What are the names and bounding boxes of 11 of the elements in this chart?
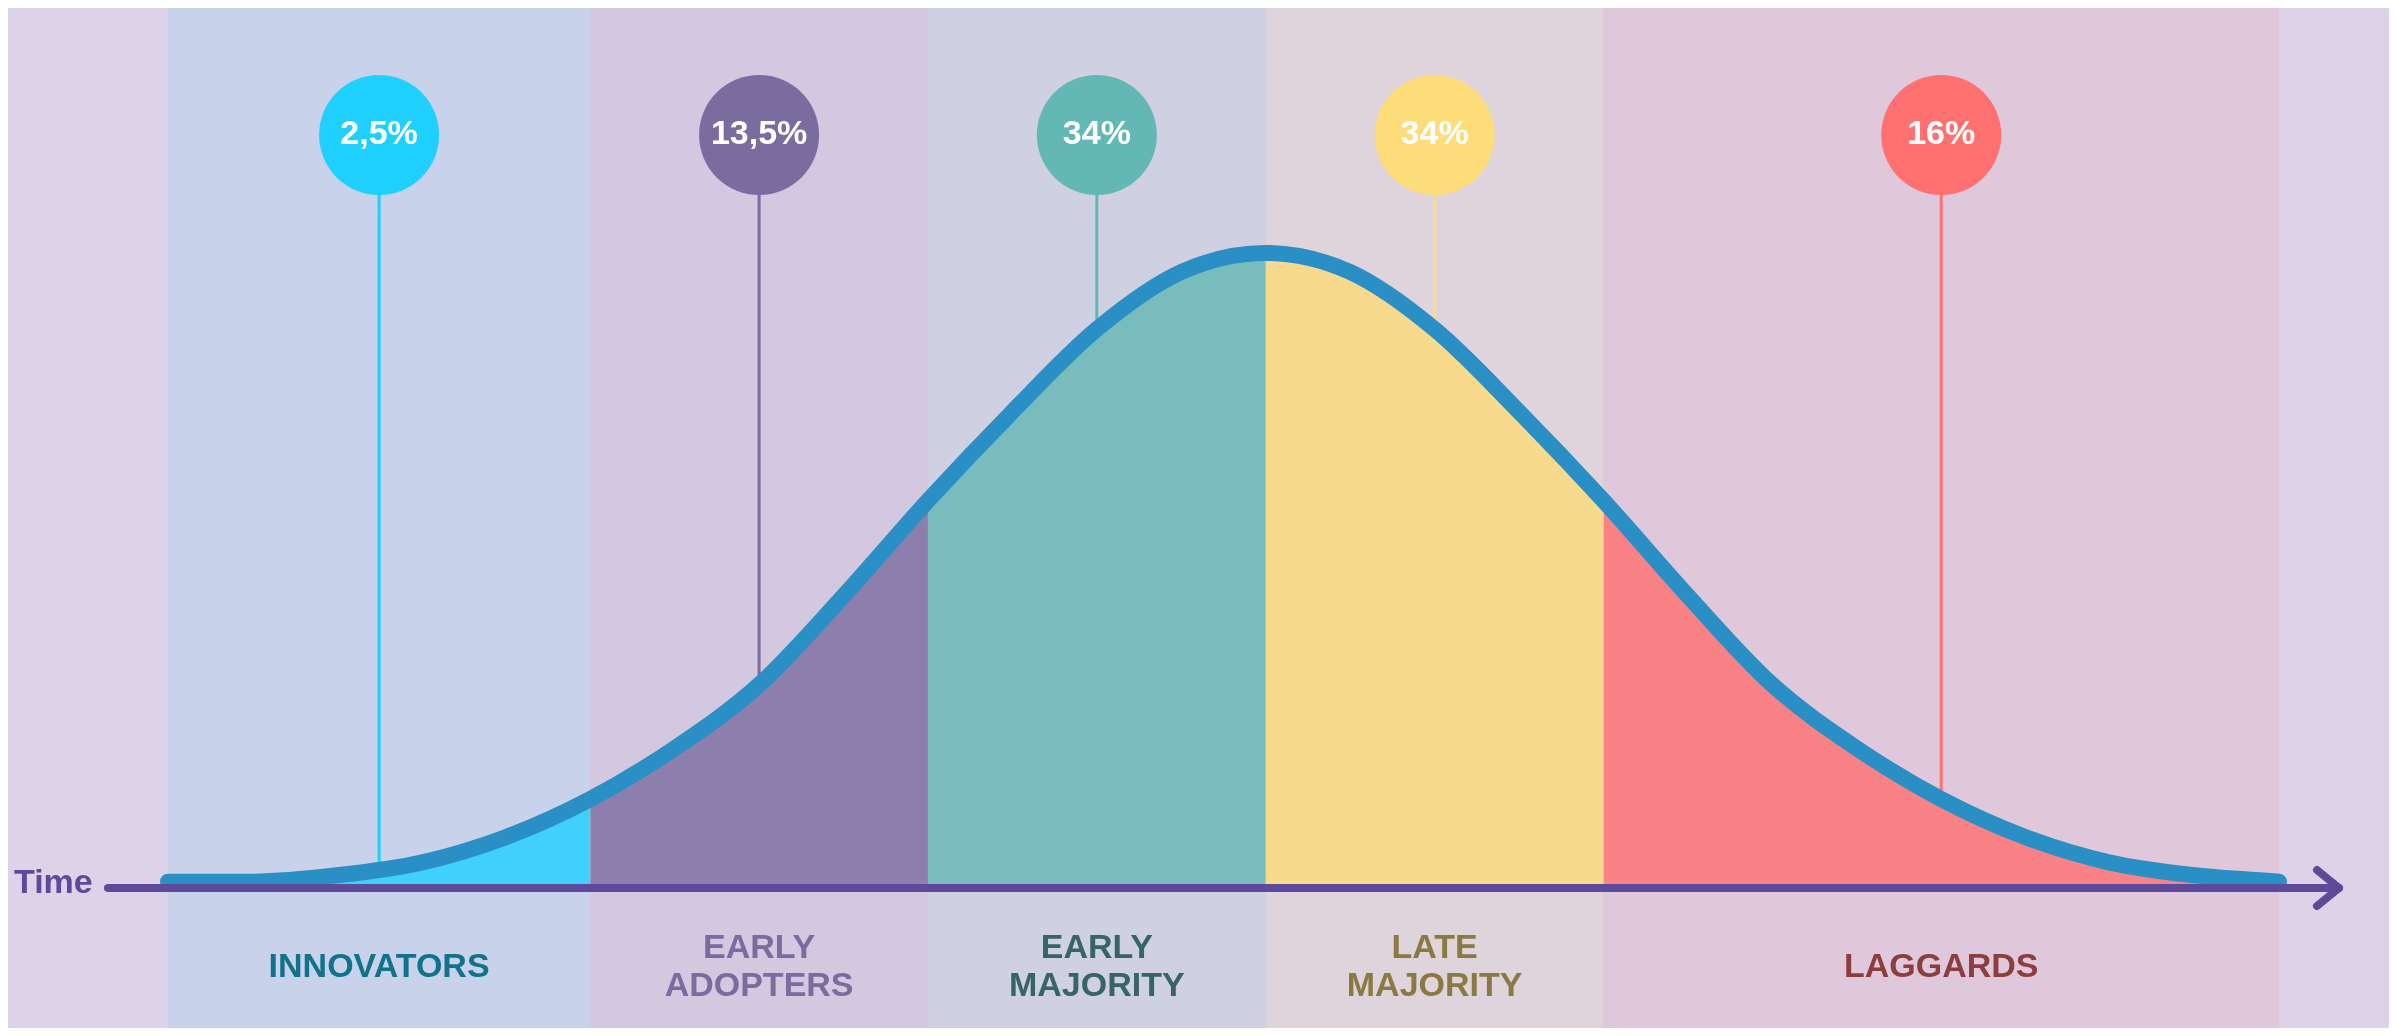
text: 34%	[1400, 113, 1469, 152]
text: 2,5%	[340, 113, 418, 152]
series-label: LAGGARDS	[1843, 946, 2039, 985]
text: 34%	[1062, 113, 1131, 152]
x-axis-title: Time	[14, 862, 93, 901]
series-label: INNOVATORS	[268, 946, 490, 985]
series-label: EARLY ADOPTERS	[664, 927, 854, 1004]
text: 13,5%	[710, 113, 808, 152]
series-label: LATE MAJORITY	[1346, 927, 1523, 1004]
series-label: EARLY MAJORITY	[1009, 927, 1185, 1004]
text: 16%	[1907, 113, 1976, 152]
